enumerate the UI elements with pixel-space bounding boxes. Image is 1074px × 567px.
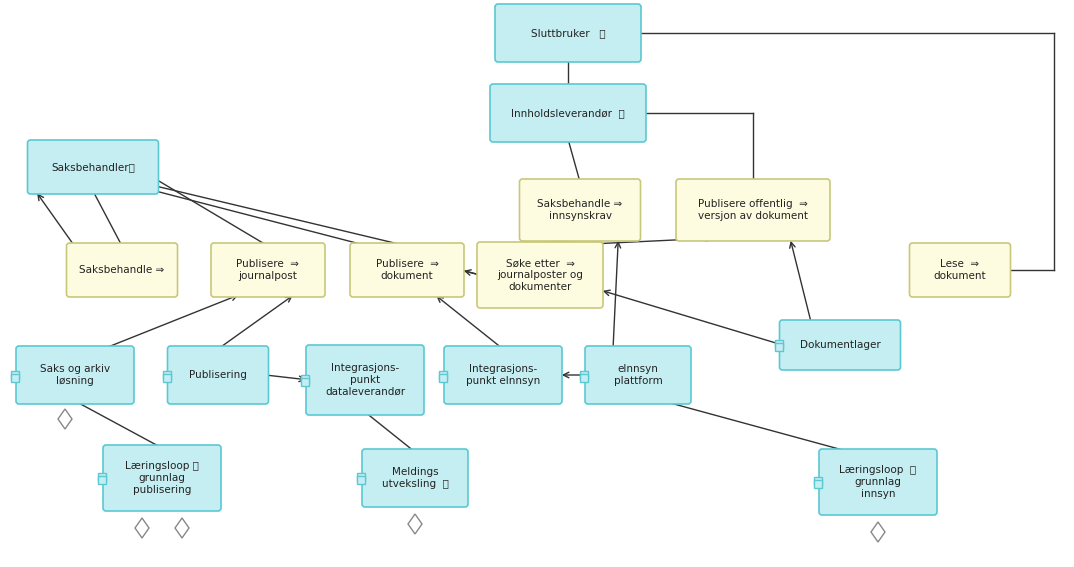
Bar bbox=[357, 476, 365, 484]
Text: Innholdsleverandør  ⓘ: Innholdsleverandør ⓘ bbox=[511, 108, 625, 118]
FancyBboxPatch shape bbox=[495, 4, 641, 62]
Text: Saksbehandle ⇒
innsynskrav: Saksbehandle ⇒ innsynskrav bbox=[537, 199, 623, 221]
Text: Sluttbruker   ⓘ: Sluttbruker ⓘ bbox=[531, 28, 606, 38]
Text: Integrasjons-
punkt
dataleverandør: Integrasjons- punkt dataleverandør bbox=[325, 363, 405, 396]
FancyBboxPatch shape bbox=[444, 346, 562, 404]
Bar bbox=[814, 480, 822, 488]
Bar bbox=[301, 378, 309, 386]
Bar bbox=[357, 473, 365, 481]
Bar bbox=[439, 374, 447, 382]
Bar bbox=[774, 342, 783, 350]
FancyBboxPatch shape bbox=[16, 346, 134, 404]
Text: Søke etter  ⇒
journalposter og
dokumenter: Søke etter ⇒ journalposter og dokumenter bbox=[497, 259, 583, 291]
Text: Integrasjons-
punkt eInnsyn: Integrasjons- punkt eInnsyn bbox=[466, 364, 540, 386]
Text: Publisering: Publisering bbox=[189, 370, 247, 380]
Bar bbox=[301, 375, 309, 383]
Polygon shape bbox=[135, 518, 149, 538]
Bar bbox=[11, 374, 19, 382]
Polygon shape bbox=[175, 518, 189, 538]
FancyBboxPatch shape bbox=[520, 179, 640, 241]
Bar bbox=[162, 374, 171, 382]
Text: Publisere offentlig  ⇒
versjon av dokument: Publisere offentlig ⇒ versjon av dokumen… bbox=[698, 199, 808, 221]
Text: Lese  ⇒
dokument: Lese ⇒ dokument bbox=[933, 259, 986, 281]
Text: Læringsloop ⓘ
grunnlag
publisering: Læringsloop ⓘ grunnlag publisering bbox=[125, 462, 199, 494]
Text: eInnsyn
plattform: eInnsyn plattform bbox=[613, 364, 663, 386]
Bar bbox=[580, 371, 587, 379]
FancyBboxPatch shape bbox=[910, 243, 1011, 297]
FancyBboxPatch shape bbox=[103, 445, 221, 511]
Text: Publisere  ⇒
journalpost: Publisere ⇒ journalpost bbox=[236, 259, 300, 281]
FancyBboxPatch shape bbox=[168, 346, 268, 404]
Bar bbox=[814, 477, 822, 485]
Bar bbox=[580, 374, 587, 382]
FancyBboxPatch shape bbox=[28, 140, 159, 194]
Text: Saksbehandle ⇒: Saksbehandle ⇒ bbox=[79, 265, 164, 275]
Bar bbox=[98, 473, 106, 481]
Polygon shape bbox=[58, 409, 72, 429]
Bar bbox=[774, 340, 783, 348]
Polygon shape bbox=[871, 522, 885, 542]
FancyBboxPatch shape bbox=[780, 320, 900, 370]
FancyBboxPatch shape bbox=[585, 346, 691, 404]
Bar bbox=[98, 476, 106, 484]
Polygon shape bbox=[408, 514, 422, 534]
Bar bbox=[439, 371, 447, 379]
FancyBboxPatch shape bbox=[477, 242, 603, 308]
Text: Publisere  ⇒
dokument: Publisere ⇒ dokument bbox=[376, 259, 438, 281]
FancyBboxPatch shape bbox=[490, 84, 645, 142]
FancyBboxPatch shape bbox=[211, 243, 325, 297]
FancyBboxPatch shape bbox=[67, 243, 177, 297]
Text: Meldings
utveksling  ⓘ: Meldings utveksling ⓘ bbox=[381, 467, 449, 489]
FancyBboxPatch shape bbox=[350, 243, 464, 297]
FancyBboxPatch shape bbox=[676, 179, 830, 241]
FancyBboxPatch shape bbox=[306, 345, 424, 415]
Text: Læringsloop  ⓘ
grunnlag
innsyn: Læringsloop ⓘ grunnlag innsyn bbox=[840, 466, 916, 498]
Text: Saks og arkiv
løsning: Saks og arkiv løsning bbox=[40, 364, 110, 386]
Text: Dokumentlager: Dokumentlager bbox=[800, 340, 881, 350]
FancyBboxPatch shape bbox=[819, 449, 937, 515]
Text: Saksbehandlerⓘ: Saksbehandlerⓘ bbox=[52, 162, 135, 172]
FancyBboxPatch shape bbox=[362, 449, 468, 507]
Bar bbox=[11, 371, 19, 379]
Bar bbox=[162, 371, 171, 379]
